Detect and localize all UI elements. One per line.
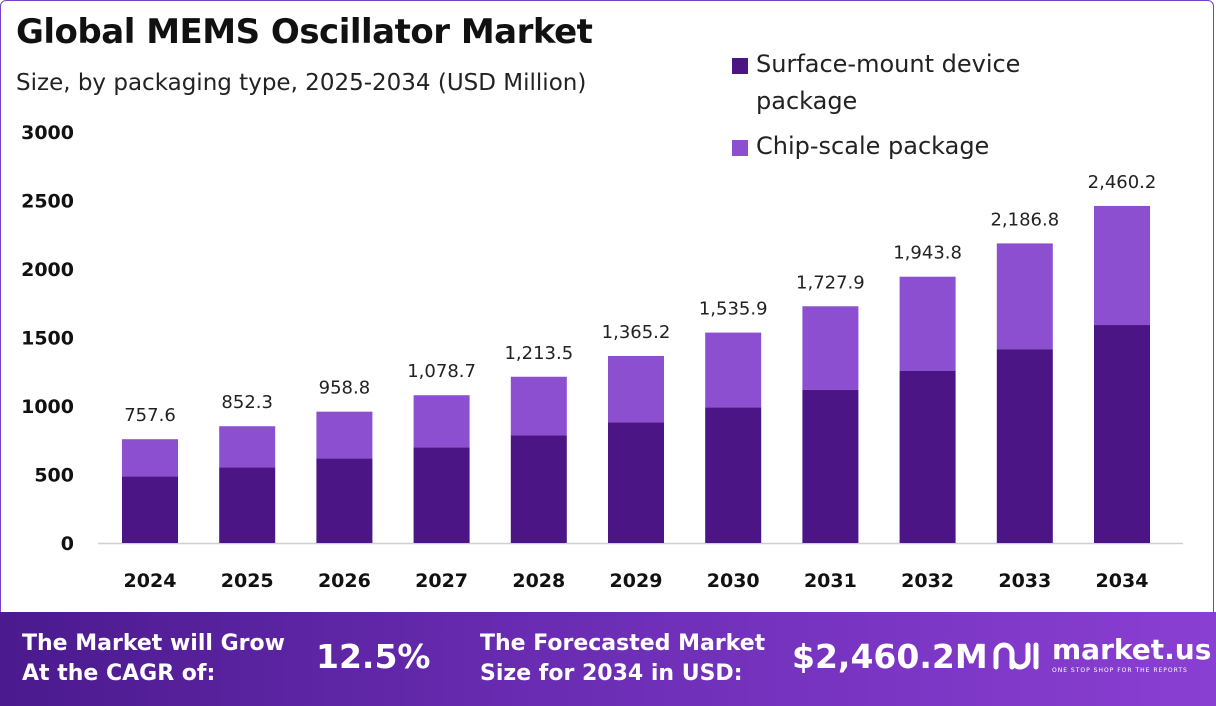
x-tick-label: 2029 [610, 570, 663, 592]
bar-segment-chip-scale [510, 376, 567, 436]
x-tick-label: 2031 [804, 570, 857, 592]
data-label-total: 1,535.9 [699, 299, 768, 320]
data-label-total: 1,213.5 [504, 343, 573, 364]
forecast-value: $2,460.2M [792, 637, 988, 676]
data-label-total: 958.8 [319, 378, 371, 399]
data-label-total: 1,078.7 [407, 361, 476, 382]
legend-label-surface-mount: Surface-mount device package [756, 50, 1021, 115]
legend-swatch-surface-mount [732, 58, 748, 74]
y-tick-label: 2500 [21, 191, 74, 213]
x-tick-label: 2025 [221, 570, 274, 592]
y-tick-label: 1000 [21, 396, 74, 418]
y-tick-label: 1500 [21, 328, 74, 350]
x-tick-label: 2028 [512, 570, 565, 592]
bar-segment-chip-scale [996, 243, 1053, 350]
data-label-total: 2,460.2 [1088, 172, 1157, 193]
bar-segment-surface-mount [705, 407, 762, 543]
bar-segment-chip-scale [705, 332, 762, 408]
bar-segment-surface-mount [122, 476, 178, 543]
bar-segment-surface-mount [510, 435, 567, 543]
x-tick-label: 2030 [707, 570, 760, 592]
bar-segment-surface-mount [802, 389, 859, 543]
data-label-total: 2,186.8 [990, 209, 1059, 230]
brand-tagline: ONE STOP SHOP FOR THE REPORTS [1052, 667, 1188, 674]
legend-label-chip-scale: Chip-scale package [756, 132, 990, 160]
bar-segment-chip-scale [1094, 205, 1150, 326]
market-us-logo-icon [993, 642, 1039, 670]
y-tick-label: 3000 [21, 122, 74, 144]
cagr-value: 12.5% [316, 637, 431, 676]
chart-subtitle: Size, by packaging type, 2025-2034 (USD … [16, 70, 587, 96]
bar-segment-surface-mount [316, 458, 373, 543]
bar-chart: 0 500 1000 1500 2000 2500 3000 757.6 2024 852.3 20… [21, 122, 1183, 592]
y-tick-label: 500 [34, 465, 74, 487]
x-tick-label: 2024 [124, 570, 177, 592]
brand-name: market.us [1052, 633, 1212, 666]
x-tick-label: 2033 [998, 570, 1051, 592]
data-label-total: 1,365.2 [602, 322, 671, 343]
bar-segment-surface-mount [219, 467, 276, 543]
bar-segment-surface-mount [996, 349, 1053, 543]
bar-segment-chip-scale [219, 426, 276, 468]
bar-segment-surface-mount [413, 447, 470, 543]
legend-item-chip-scale: Chip-scale package [732, 128, 1062, 165]
bar-segment-chip-scale [802, 306, 859, 390]
data-label-total: 852.3 [221, 392, 273, 413]
x-tick-label: 2027 [415, 570, 468, 592]
bar-segment-chip-scale [899, 276, 956, 371]
bar-segment-chip-scale [316, 411, 373, 459]
x-tick-label: 2032 [901, 570, 954, 592]
x-tick-label: 2026 [318, 570, 371, 592]
bar-segment-surface-mount [899, 370, 956, 543]
y-tick-label: 0 [61, 533, 74, 555]
legend-swatch-chip-scale [732, 140, 748, 156]
footer-banner: The Market will Grow At the CAGR of: 12.… [0, 612, 1216, 706]
chart-title: Global MEMS Oscillator Market [16, 12, 593, 52]
bar-segment-chip-scale [122, 439, 178, 477]
bar-segment-chip-scale [413, 395, 470, 448]
data-label-total: 757.6 [124, 405, 176, 426]
legend: Surface-mount device package Chip-scale … [732, 46, 1062, 173]
data-label-total: 1,727.9 [796, 272, 865, 293]
x-tick-label: 2034 [1096, 570, 1149, 592]
bar-segment-surface-mount [1094, 325, 1150, 543]
y-tick-label: 2000 [21, 259, 74, 281]
forecast-label: The Forecasted Market Size for 2034 in U… [480, 631, 766, 686]
brand-logo: market.us ONE STOP SHOP FOR THE REPORTS [992, 636, 1211, 674]
cagr-label: The Market will Grow At the CAGR of: [22, 631, 285, 686]
data-label-total: 1,943.8 [893, 243, 962, 264]
legend-item-surface-mount: Surface-mount device package [732, 46, 1062, 120]
bar-segment-chip-scale [608, 355, 664, 423]
bar-segment-surface-mount [608, 422, 664, 543]
